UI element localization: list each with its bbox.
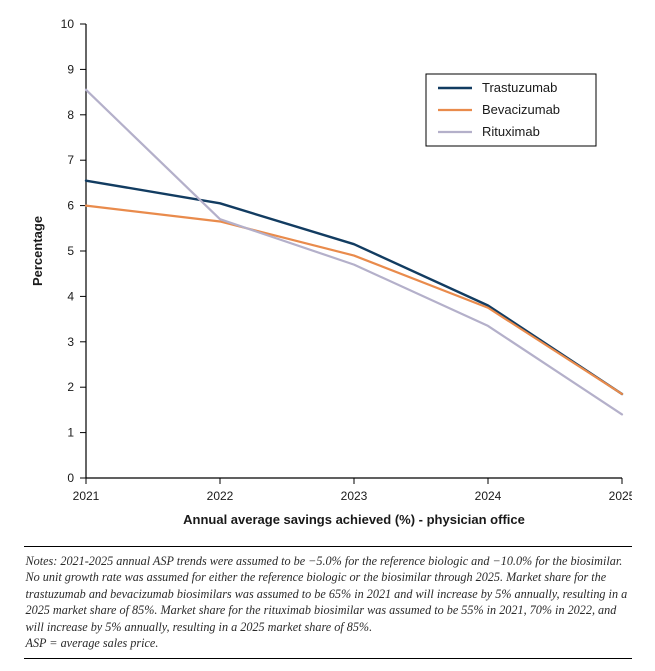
svg-text:Bevacizumab: Bevacizumab [482, 102, 560, 117]
svg-text:4: 4 [67, 289, 74, 303]
svg-text:Rituximab: Rituximab [482, 124, 540, 139]
svg-text:5: 5 [67, 244, 74, 258]
notes-body: Notes: 2021-2025 annual ASP trends were … [26, 553, 630, 635]
notes-block: Notes: 2021-2025 annual ASP trends were … [24, 546, 632, 659]
svg-text:2024: 2024 [474, 489, 501, 503]
svg-text:2022: 2022 [206, 489, 233, 503]
svg-text:8: 8 [67, 108, 74, 122]
svg-text:10: 10 [60, 17, 74, 31]
svg-text:Trastuzumab: Trastuzumab [482, 80, 557, 95]
chart-svg: 0 1 2 3 4 5 6 7 8 9 10 2021 2022 2023 2024 2025 Percenta… [24, 12, 632, 538]
svg-text:2023: 2023 [340, 489, 367, 503]
svg-text:2: 2 [67, 380, 74, 394]
line-chart: 0 1 2 3 4 5 6 7 8 9 10 2021 2022 2023 2024 2025 Percenta… [24, 12, 632, 538]
svg-text:9: 9 [67, 62, 74, 76]
svg-text:1: 1 [67, 426, 74, 440]
svg-text:0: 0 [67, 471, 74, 485]
svg-text:Percentage: Percentage [30, 216, 45, 286]
svg-text:2025: 2025 [608, 489, 631, 503]
notes-abbrev: ASP = average sales price. [26, 635, 630, 651]
svg-text:6: 6 [67, 199, 74, 213]
svg-text:3: 3 [67, 335, 74, 349]
svg-text:2021: 2021 [72, 489, 99, 503]
svg-text:Annual average savings achieve: Annual average savings achieved (%) - ph… [183, 512, 525, 527]
svg-text:7: 7 [67, 153, 74, 167]
